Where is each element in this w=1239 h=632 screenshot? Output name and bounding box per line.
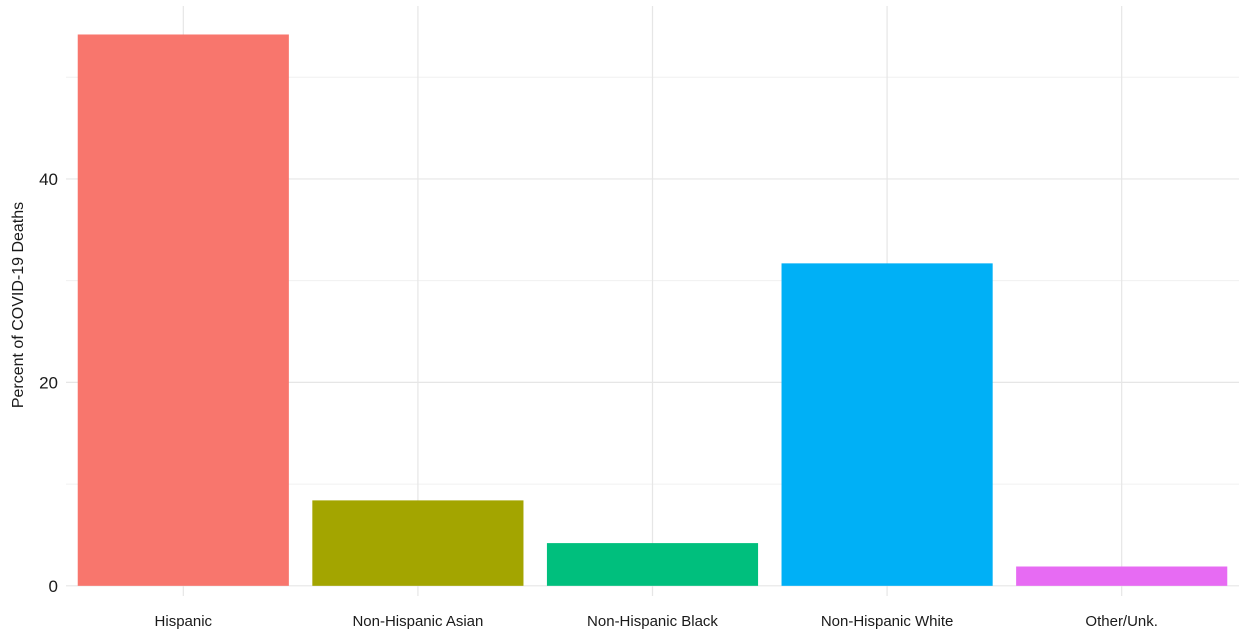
- x-tick-label: Other/Unk.: [1085, 613, 1158, 630]
- y-tick-label: 40: [39, 170, 58, 189]
- x-tick-label: Non-Hispanic Asian: [352, 613, 483, 630]
- y-tick-label: 20: [39, 373, 58, 392]
- x-tick-label: Hispanic: [155, 613, 213, 630]
- bars: [77, 34, 1228, 586]
- bar: [546, 543, 759, 586]
- y-tick-label: 0: [49, 577, 58, 596]
- bar: [312, 500, 524, 586]
- x-axis-tick-labels: Hispanic Non-Hispanic Asian Non-Hispanic B…: [155, 613, 1158, 630]
- bar: [781, 263, 993, 586]
- bar: [77, 34, 289, 586]
- bar: [1016, 566, 1228, 586]
- y-axis-title: Percent of COVID-19 Deaths: [10, 202, 27, 408]
- x-tick-label: Non-Hispanic Black: [587, 613, 718, 630]
- y-axis-tick-labels: 0 20 40: [39, 170, 58, 596]
- x-tick-label: Non-Hispanic White: [821, 613, 954, 630]
